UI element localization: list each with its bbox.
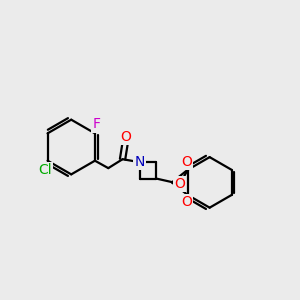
Text: O: O [181,196,192,209]
Text: Cl: Cl [38,163,51,177]
Text: O: O [121,130,132,144]
Text: F: F [92,117,101,131]
Text: N: N [135,155,145,169]
Text: O: O [175,177,185,191]
Text: O: O [181,155,192,169]
